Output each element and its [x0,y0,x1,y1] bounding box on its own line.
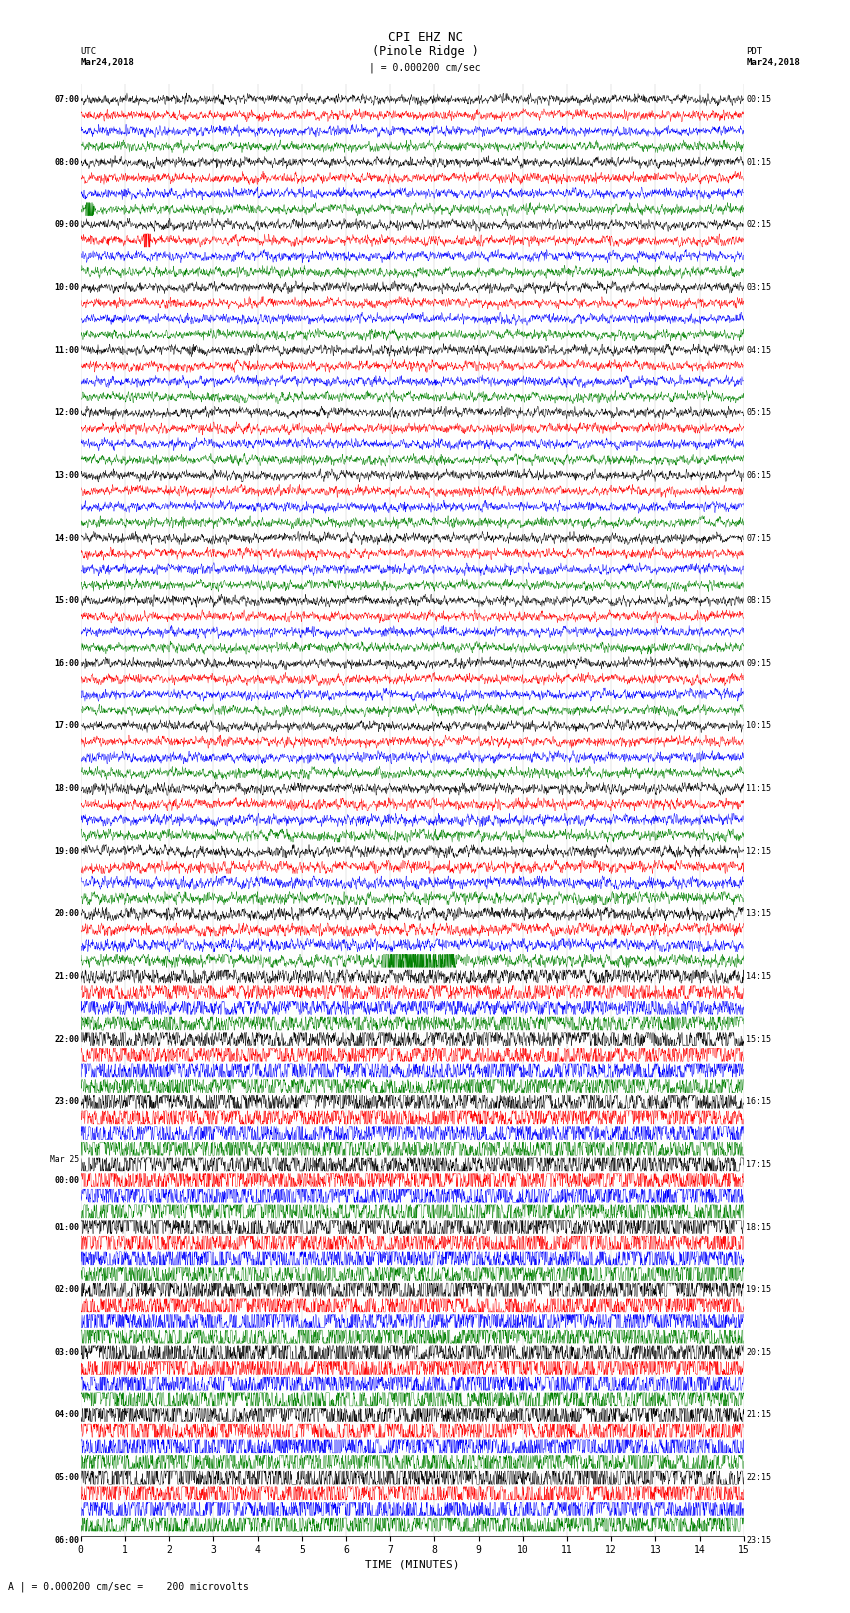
Text: 11:15: 11:15 [746,784,771,794]
Text: 13:15: 13:15 [746,910,771,918]
Text: 12:00: 12:00 [54,408,79,418]
Text: PDT: PDT [746,47,762,56]
Text: 06:15: 06:15 [746,471,771,481]
Text: 22:00: 22:00 [54,1034,79,1044]
Text: | = 0.000200 cm/sec: | = 0.000200 cm/sec [369,63,481,73]
Text: Mar 25: Mar 25 [50,1155,79,1165]
Text: 08:00: 08:00 [54,158,79,166]
Text: 10:15: 10:15 [746,721,771,731]
Text: (Pinole Ridge ): (Pinole Ridge ) [371,45,479,58]
X-axis label: TIME (MINUTES): TIME (MINUTES) [365,1560,460,1569]
Text: 19:15: 19:15 [746,1286,771,1294]
Text: Mar24,2018: Mar24,2018 [746,58,800,68]
Text: 18:00: 18:00 [54,784,79,794]
Text: 01:00: 01:00 [54,1223,79,1232]
Text: 04:00: 04:00 [54,1410,79,1419]
Text: 07:15: 07:15 [746,534,771,542]
Text: 03:00: 03:00 [54,1348,79,1357]
Text: 23:15: 23:15 [746,1536,771,1545]
Text: 08:15: 08:15 [746,597,771,605]
Text: 02:15: 02:15 [746,221,771,229]
Text: 17:00: 17:00 [54,721,79,731]
Text: 21:00: 21:00 [54,973,79,981]
Text: 14:15: 14:15 [746,973,771,981]
Text: UTC: UTC [81,47,97,56]
Text: 15:15: 15:15 [746,1034,771,1044]
Text: 12:15: 12:15 [746,847,771,857]
Text: 20:00: 20:00 [54,910,79,918]
Text: 02:00: 02:00 [54,1286,79,1294]
Text: 20:15: 20:15 [746,1348,771,1357]
Text: 07:00: 07:00 [54,95,79,103]
Text: 18:15: 18:15 [746,1223,771,1232]
Text: 00:00: 00:00 [54,1176,79,1184]
Text: 21:15: 21:15 [746,1410,771,1419]
Text: 00:15: 00:15 [746,95,771,103]
Text: 15:00: 15:00 [54,597,79,605]
Text: 19:00: 19:00 [54,847,79,857]
Text: 10:00: 10:00 [54,282,79,292]
Text: A | = 0.000200 cm/sec =    200 microvolts: A | = 0.000200 cm/sec = 200 microvolts [8,1582,249,1592]
Text: 11:00: 11:00 [54,345,79,355]
Text: 23:00: 23:00 [54,1097,79,1107]
Text: 01:15: 01:15 [746,158,771,166]
Text: 17:15: 17:15 [746,1160,771,1169]
Text: Mar24,2018: Mar24,2018 [81,58,134,68]
Text: 13:00: 13:00 [54,471,79,481]
Text: 05:00: 05:00 [54,1473,79,1482]
Text: 16:00: 16:00 [54,658,79,668]
Text: 03:15: 03:15 [746,282,771,292]
Text: 22:15: 22:15 [746,1473,771,1482]
Text: 09:15: 09:15 [746,658,771,668]
Text: 06:00: 06:00 [54,1536,79,1545]
Text: 04:15: 04:15 [746,345,771,355]
Text: 05:15: 05:15 [746,408,771,418]
Text: 14:00: 14:00 [54,534,79,542]
Text: 16:15: 16:15 [746,1097,771,1107]
Text: CPI EHZ NC: CPI EHZ NC [388,31,462,44]
Text: 09:00: 09:00 [54,221,79,229]
